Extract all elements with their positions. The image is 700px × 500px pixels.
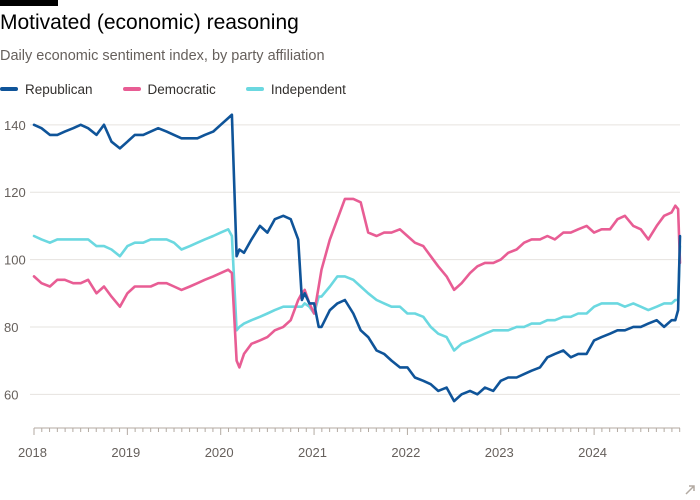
legend-item-independent: Independent xyxy=(245,81,346,97)
brand-bar xyxy=(0,0,58,6)
legend-swatch-independent xyxy=(245,87,264,91)
x-tick-label-2019: 2019 xyxy=(111,445,140,460)
y-tick-label-140: 140 xyxy=(4,118,26,133)
chart-subtitle: Daily economic sentiment index, by party… xyxy=(0,48,325,64)
y-tick-label-120: 120 xyxy=(4,185,26,200)
x-tick-label-2023: 2023 xyxy=(485,445,514,460)
x-tick-label-2024: 2024 xyxy=(578,445,607,460)
chart-title: Motivated (economic) reasoning xyxy=(0,11,299,34)
series-line-republican xyxy=(32,113,682,403)
axis-layer: 60 80 100 120 140 2018 2019 2020 2021 2022 2023 202… xyxy=(4,118,681,460)
series-layer xyxy=(32,113,682,403)
y-tick-label-80: 80 xyxy=(4,320,18,335)
y-tick-label-60: 60 xyxy=(4,387,18,402)
legend-label-republican: Republican xyxy=(25,81,93,97)
series-line-independent xyxy=(32,228,682,352)
series-line-democratic xyxy=(32,197,682,369)
grid-layer xyxy=(30,124,680,395)
x-tick-label-2020: 2020 xyxy=(205,445,234,460)
legend-swatch-democratic xyxy=(122,87,141,91)
legend-item-republican: Republican xyxy=(0,82,93,97)
x-tick-label-2018: 2018 xyxy=(18,445,47,460)
x-tick-label-2022: 2022 xyxy=(391,445,420,460)
legend-item-democratic: Democratic xyxy=(122,81,216,97)
legend-label-independent: Independent xyxy=(270,81,346,97)
y-tick-label-100: 100 xyxy=(4,253,26,268)
legend-label-democratic: Democratic xyxy=(147,81,216,97)
expand-icon[interactable] xyxy=(684,484,696,496)
x-tick-label-2021: 2021 xyxy=(298,445,327,460)
legend-swatch-republican xyxy=(0,87,18,91)
legend: Republican Democratic Independent xyxy=(0,80,376,98)
